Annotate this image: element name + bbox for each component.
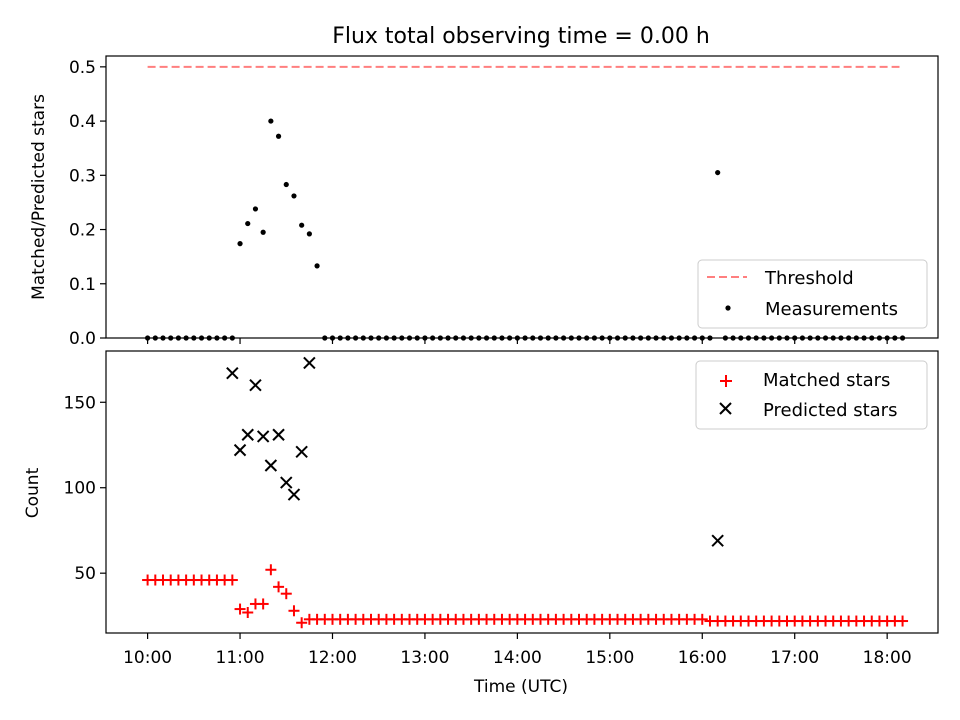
count-x-tick-label: 11:00: [216, 648, 265, 668]
measurement-point: [283, 181, 289, 188]
measurement-point: [252, 206, 259, 212]
ratio-y-tick-label: 0.4: [69, 112, 96, 132]
measurement-point: [314, 263, 320, 269]
predicted-star-stroke: [264, 459, 278, 472]
predicted-star-point: [264, 459, 278, 472]
count-axes-frame: [105, 350, 939, 634]
count-x-tick-label: 15:00: [585, 648, 634, 668]
legend-predicted-label: Predicted stars: [763, 400, 897, 421]
matched-star-point: [234, 603, 246, 615]
count-y-tick-label: 150: [64, 393, 96, 413]
ratio-y-tick-label: 0.3: [69, 166, 96, 186]
measurement-point: [245, 220, 251, 227]
predicted-star-point: [233, 443, 247, 457]
count-legend: Matched stars Predicted stars: [695, 360, 928, 430]
measurement-point: [306, 231, 312, 237]
ratio-y-tick-label: 0.2: [69, 221, 96, 241]
matched-star-point: [296, 617, 308, 629]
count-y-tick-label: 50: [74, 564, 96, 584]
legend-measurements-swatch: [725, 305, 731, 311]
predicted-star-stroke: [226, 367, 239, 380]
matched-star-point: [242, 606, 254, 618]
ratio-axes-frame: [105, 55, 939, 339]
legend-matched-label: Matched stars: [763, 370, 890, 391]
ratio-y-tick-label: 0.5: [69, 58, 96, 78]
matched-star-point: [897, 615, 909, 627]
x-axis-label: Time (UTC): [473, 677, 568, 697]
ratio-y-axis-label: Matched/Predicted stars: [29, 94, 49, 300]
ratio-x-ticks: [147, 338, 888, 344]
legend-predicted-swatch: [719, 402, 732, 415]
predicted-star-point: [272, 428, 285, 441]
matched-star-point: [265, 564, 277, 576]
ratio-legend: Threshold Measurements: [697, 259, 928, 329]
legend-threshold-label: Threshold: [764, 268, 854, 289]
predicted-star-stroke: [272, 428, 285, 441]
count-x-tick-label: 10:00: [123, 648, 172, 668]
matched-star-point: [257, 598, 269, 610]
ratio-panel: 0.0 0.1 0.2 0.3 0.4 0.5 Matched/Predicted sta…: [29, 55, 939, 349]
count-x-tick-label: 18:00: [863, 648, 912, 668]
predicted-star-point: [287, 488, 301, 501]
predicted-star-point: [303, 356, 316, 370]
count-x-tick-label: 13:00: [400, 648, 449, 668]
ratio-y-tick-label: 0.1: [69, 275, 96, 295]
predicted-star-point: [295, 445, 308, 459]
chart-title: Flux total observing time = 0.00 h: [332, 24, 710, 49]
predicted-star-point: [241, 428, 254, 441]
count-y-tick-label: 100: [64, 479, 96, 499]
count-x-tick-label: 12:00: [308, 648, 357, 668]
count-y-axis: 50 100 150: [64, 393, 106, 584]
matched-star-point: [226, 574, 238, 586]
measurement-point: [268, 118, 274, 124]
matched-star-point: [273, 581, 285, 593]
ratio-y-tick-label: 0.0: [69, 329, 96, 349]
matched-star-point: [288, 605, 300, 617]
predicted-star-stroke: [249, 378, 262, 392]
predicted-star-stroke: [295, 445, 308, 459]
measurement-point: [237, 241, 243, 247]
measurement-point: [291, 193, 297, 199]
measurement-point: [260, 229, 266, 235]
predicted-star-stroke: [711, 534, 724, 547]
ratio-y-axis: 0.0 0.1 0.2 0.3 0.4 0.5: [69, 58, 106, 349]
predicted-star-point: [249, 378, 262, 392]
count-plot-area: [142, 356, 909, 629]
count-legend-box: [695, 360, 928, 430]
predicted-star-point: [711, 534, 724, 547]
count-y-axis-label: Count: [23, 467, 43, 518]
predicted-star-point: [226, 367, 239, 380]
legend-measurements-label: Measurements: [765, 299, 898, 320]
matched-star-point: [280, 588, 292, 600]
predicted-star-point: [280, 476, 293, 489]
legend-matched-swatch: [720, 375, 732, 387]
count-x-tick-label: 14:00: [493, 648, 542, 668]
predicted-star-stroke: [256, 430, 270, 443]
predicted-star-stroke: [287, 488, 301, 501]
predicted-star-stroke: [280, 476, 293, 489]
count-x-axis: 10:00 11:00 12:00 13:00 14:00 15:00 16:00 17:00…: [123, 633, 912, 668]
count-x-tick-label: 16:00: [678, 648, 727, 668]
matched-star-point: [696, 613, 708, 625]
ratio-legend-box: [697, 259, 928, 329]
predicted-star-point: [256, 430, 270, 443]
predicted-star-stroke: [303, 356, 316, 370]
measurement-point: [715, 169, 721, 176]
measurement-point: [299, 222, 305, 228]
predicted-star-stroke: [241, 428, 254, 441]
measurement-point: [275, 133, 282, 139]
predicted-star-stroke: [233, 443, 247, 457]
count-x-tick-label: 17:00: [770, 648, 819, 668]
